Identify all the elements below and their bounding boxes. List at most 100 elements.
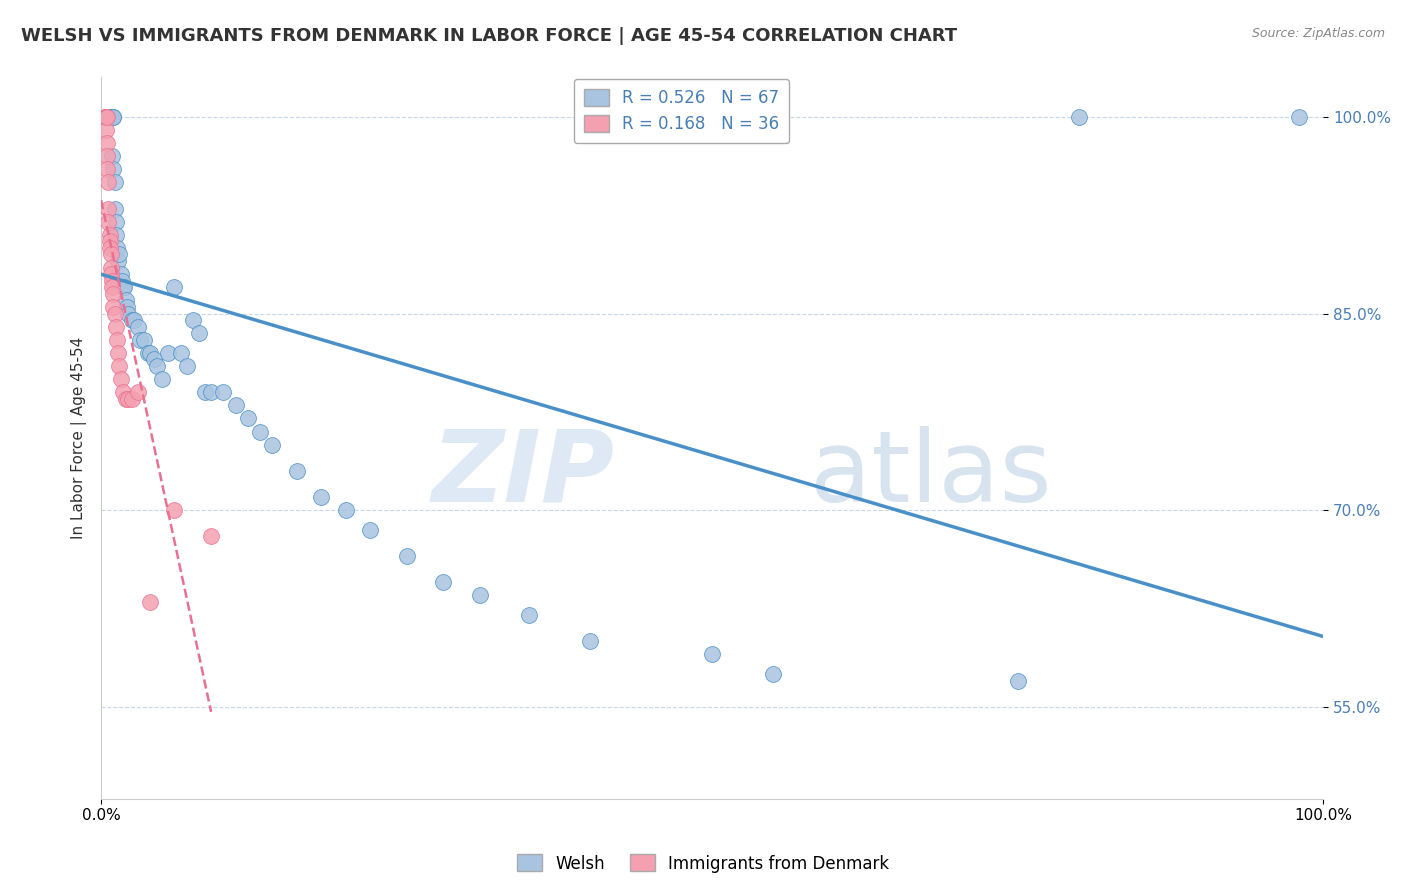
Point — [702, 648, 724, 662]
Point — [117, 306, 139, 320]
Text: atlas: atlas — [810, 425, 1052, 523]
Point — [108, 359, 131, 373]
Point — [94, 110, 117, 124]
Text: WELSH VS IMMIGRANTS FROM DENMARK IN LABOR FORCE | AGE 45-54 CORRELATION CHART: WELSH VS IMMIGRANTS FROM DENMARK IN LABO… — [21, 27, 957, 45]
Point — [94, 123, 117, 137]
Point — [142, 352, 165, 367]
Point — [97, 110, 120, 124]
Point — [103, 300, 125, 314]
Point — [181, 313, 204, 327]
Point — [579, 634, 602, 648]
Point — [187, 326, 209, 341]
Point — [111, 274, 134, 288]
Point — [1007, 673, 1029, 688]
Text: Source: ZipAtlas.com: Source: ZipAtlas.com — [1251, 27, 1385, 40]
Point — [146, 359, 169, 373]
Point — [127, 319, 149, 334]
Point — [107, 346, 129, 360]
Point — [104, 215, 127, 229]
Point — [212, 385, 235, 400]
Point — [94, 110, 117, 124]
Point — [163, 280, 186, 294]
Point — [101, 280, 124, 294]
Point — [225, 398, 247, 412]
Point — [150, 372, 173, 386]
Point — [359, 523, 381, 537]
Point — [1288, 110, 1310, 124]
Point — [236, 411, 259, 425]
Point — [285, 464, 308, 478]
Point — [96, 149, 118, 163]
Point — [101, 149, 124, 163]
Point — [103, 286, 125, 301]
Point — [432, 575, 454, 590]
Point — [108, 247, 131, 261]
Point — [96, 162, 118, 177]
Point — [139, 595, 162, 609]
Point — [96, 136, 118, 150]
Point — [136, 346, 159, 360]
Point — [121, 313, 143, 327]
Point — [96, 110, 118, 124]
Point — [110, 372, 132, 386]
Point — [112, 280, 135, 294]
Point — [262, 437, 284, 451]
Point — [98, 227, 121, 242]
Point — [112, 280, 135, 294]
Point — [127, 385, 149, 400]
Point — [100, 267, 122, 281]
Point — [395, 549, 418, 563]
Point — [335, 503, 357, 517]
Point — [103, 162, 125, 177]
Point — [101, 110, 124, 124]
Point — [105, 333, 128, 347]
Point — [1067, 110, 1090, 124]
Point — [98, 235, 121, 249]
Point — [129, 333, 152, 347]
Point — [169, 346, 191, 360]
Point — [94, 110, 117, 124]
Point — [117, 392, 139, 406]
Point — [104, 319, 127, 334]
Point — [98, 110, 121, 124]
Point — [107, 254, 129, 268]
Point — [157, 346, 180, 360]
Point — [100, 110, 122, 124]
Point — [200, 529, 222, 543]
Point — [97, 175, 120, 189]
Point — [94, 110, 117, 124]
Point — [115, 300, 138, 314]
Point — [101, 110, 124, 124]
Point — [103, 110, 125, 124]
Point — [100, 247, 122, 261]
Point — [110, 267, 132, 281]
Point — [105, 241, 128, 255]
Point — [200, 385, 222, 400]
Point — [112, 385, 135, 400]
Point — [100, 110, 122, 124]
Point — [97, 215, 120, 229]
Text: ZIP: ZIP — [432, 425, 614, 523]
Point — [176, 359, 198, 373]
Point — [103, 202, 125, 216]
Point — [100, 260, 122, 275]
Point — [103, 110, 125, 124]
Point — [468, 589, 491, 603]
Point — [517, 608, 540, 623]
Point — [94, 110, 117, 124]
Point — [103, 306, 125, 320]
Point — [97, 110, 120, 124]
Point — [132, 333, 155, 347]
Point — [122, 313, 145, 327]
Point — [98, 110, 121, 124]
Point — [103, 175, 125, 189]
Point — [114, 293, 136, 308]
Point — [762, 667, 785, 681]
Legend: Welsh, Immigrants from Denmark: Welsh, Immigrants from Denmark — [510, 847, 896, 880]
Point — [309, 490, 332, 504]
Point — [139, 346, 162, 360]
Point — [114, 392, 136, 406]
Point — [96, 110, 118, 124]
Y-axis label: In Labor Force | Age 45-54: In Labor Force | Age 45-54 — [72, 337, 87, 540]
Point — [100, 110, 122, 124]
